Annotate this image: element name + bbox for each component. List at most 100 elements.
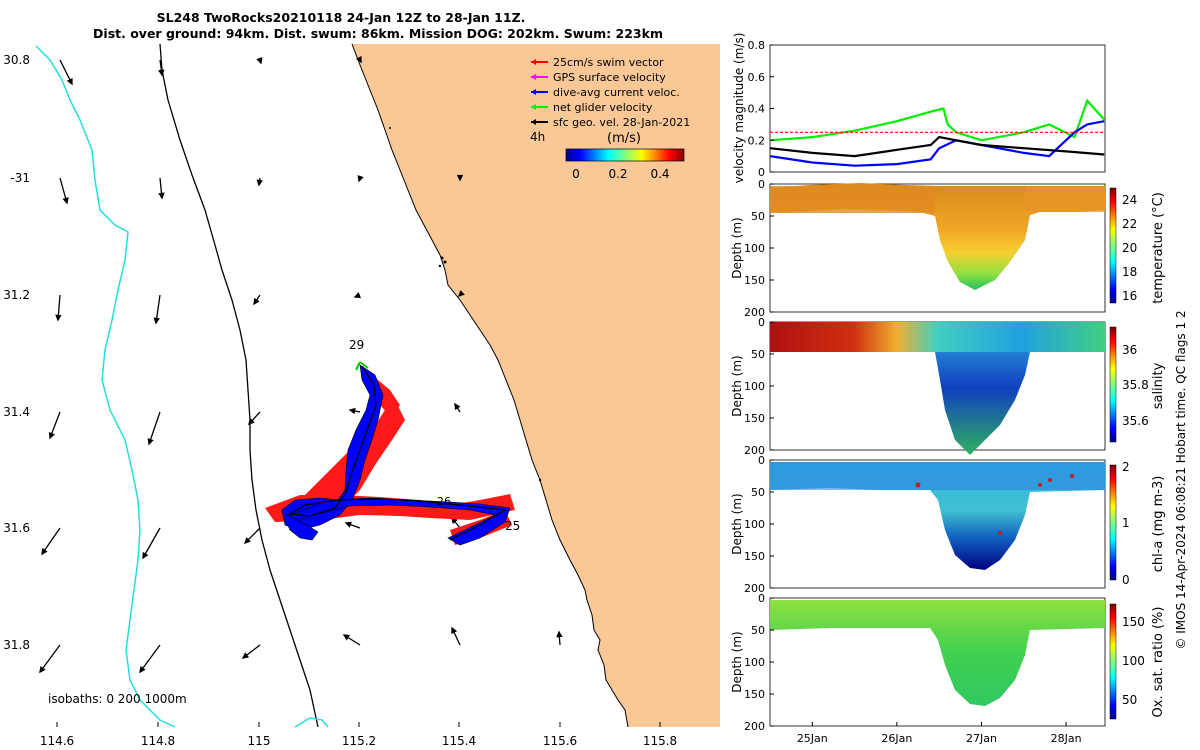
salinity-colorbar [1109, 326, 1117, 443]
depth-tick: 150 [744, 550, 765, 563]
geo-velocity-arrowhead [55, 314, 62, 322]
colorbar-tick: 150 [1122, 615, 1145, 629]
geo-velocity-arrow [142, 527, 161, 559]
depth-tick: 0 [758, 178, 765, 191]
velocity-series-line [769, 135, 1105, 158]
depth-tick: 100 [744, 656, 765, 669]
depth-tick: 200 [744, 444, 765, 457]
map-x-tick: 115.6 [543, 734, 577, 748]
depth-tick: 100 [744, 518, 765, 531]
geo-velocity-arrowhead [357, 175, 364, 183]
legend-arrowhead [531, 74, 536, 80]
geo-velocity-arrowhead [256, 179, 263, 187]
temperature-section [770, 183, 1105, 290]
colorbar-tick: 22 [1122, 217, 1137, 231]
legend-arrowhead [531, 119, 536, 125]
colorbar-tick: 1 [1122, 516, 1130, 530]
colorbar-ticks: 0 0.2 0.4 [572, 167, 669, 181]
colorbar-tick: 0.2 [608, 167, 627, 181]
chl-depth-label: Depth (m) [730, 493, 744, 554]
depth-tick: 50 [751, 348, 765, 361]
depth-tick: 100 [744, 380, 765, 393]
depth-tick: 50 [751, 624, 765, 637]
velocity-y-tick: 0.6 [748, 71, 766, 84]
temperature-clabel: temperature (°C) [1151, 192, 1166, 304]
temperature-depth-label: Depth (m) [730, 217, 744, 278]
land-area [352, 44, 720, 727]
map-y-tick: 31.2 [3, 288, 30, 302]
map-x-tick: 114.8 [141, 734, 175, 748]
depth-tick: 50 [751, 210, 765, 223]
temperature-colorbar [1109, 187, 1117, 304]
salinity-depth-label: Depth (m) [730, 355, 744, 416]
day-label-29: 29 [349, 338, 364, 352]
title-line-1: SL248 TwoRocks20210118 24-Jan 12Z to 28-… [157, 10, 526, 25]
day-label-25: 25 [505, 519, 520, 533]
geo-velocity-arrowhead [153, 317, 160, 325]
colorbar-tick: 36 [1122, 343, 1137, 357]
map-x-tick: 115 [248, 734, 271, 748]
colorbar-tick: 0 [572, 167, 580, 181]
geo-velocity-arrowhead [353, 292, 361, 299]
time-x-ticks: 25Jan 26Jan 27Jan 28Jan [797, 722, 1082, 745]
depth-tick: 150 [744, 274, 765, 287]
oxygen-depth-label: Depth (m) [730, 631, 744, 692]
colorbar-tick: 0.4 [650, 167, 669, 181]
chl-clabel: chl-a (mg m-3) [1151, 476, 1166, 573]
colorbar-label: (m/s) [607, 131, 641, 146]
map-panel: 29 26 25 25cm/s swim vector GPS surface v… [3, 43, 720, 748]
chl-colorbar [1109, 464, 1117, 581]
oxygen-clabel: Ox. sat. ratio (%) [1151, 607, 1166, 718]
time-x-tick: 25Jan [797, 732, 828, 745]
colorbar-tick: 20 [1122, 241, 1137, 255]
islands [389, 127, 542, 482]
geo-velocity-arrowhead [241, 652, 250, 659]
geo-velocity-arrow [148, 411, 161, 445]
legend-label: net glider velocity [553, 101, 653, 114]
time-x-tick: 27Jan [966, 732, 997, 745]
depth-tick: 50 [751, 486, 765, 499]
depth-tick: 150 [744, 688, 765, 701]
map-y-ticks: 30.8 -31 31.2 31.4 31.6 31.8 [3, 53, 30, 652]
oxygen-section [770, 600, 1105, 706]
geo-velocity-arrowhead [344, 521, 352, 528]
geo-velocity-arrows [39, 55, 563, 674]
geo-velocity-arrowhead [139, 665, 146, 674]
geo-velocity-arrowhead [253, 297, 260, 306]
depth-tick: 200 [744, 582, 765, 595]
salinity-section [770, 322, 1105, 455]
legend-arrowhead [531, 104, 536, 110]
geo-velocity-arrowhead [247, 418, 255, 426]
colorbar-tick: 0 [1122, 573, 1130, 587]
geo-velocity-arrowhead [158, 192, 165, 200]
geo-velocity-arrowhead [457, 290, 465, 298]
chl-panel: 0 50 100 150 200 2 1 0 Depth (m) chl-a (mg m-3… [730, 454, 1166, 595]
map-x-tick: 115.4 [442, 734, 476, 748]
geo-velocity-arrowhead [451, 626, 458, 635]
geo-velocity-arrow [39, 644, 61, 673]
colorbar-tick: 35.6 [1122, 414, 1149, 428]
geo-velocity-arrowhead [342, 634, 351, 641]
oxygen-colorbar [1109, 603, 1117, 720]
legend-label: 25cm/s swim vector [553, 56, 664, 69]
footer-stamp: © IMOS 14-Apr-2024 06:08:21 Hobart time.… [1174, 310, 1188, 649]
legend-label: sfc geo. vel. 28-Jan-2021 [553, 116, 690, 129]
net-glider-velocity [355, 361, 369, 371]
velocity-ylabel: velocity magnitude (m/s) [732, 33, 746, 184]
geo-velocity-arrowhead [147, 438, 154, 446]
depth-tick: 200 [744, 720, 765, 733]
day-label-26: 26 [437, 495, 451, 508]
map-y-tick: 31.6 [3, 521, 30, 535]
geo-velocity-arrow [41, 527, 61, 555]
geo-velocity-arrowhead [454, 402, 461, 411]
depth-tick: 100 [744, 242, 765, 255]
map-y-tick: 31.4 [3, 405, 30, 419]
time-x-tick: 26Jan [881, 732, 912, 745]
geo-velocity-arrowhead [39, 665, 46, 674]
depth-tick: 150 [744, 412, 765, 425]
geo-velocity-arrowhead [142, 551, 149, 560]
depth-tick: 0 [758, 316, 765, 329]
map-x-tick: 115.2 [342, 734, 376, 748]
temperature-panel: 0 50 100 150 200 24 22 20 18 16 Depth (m) temper… [730, 178, 1166, 319]
